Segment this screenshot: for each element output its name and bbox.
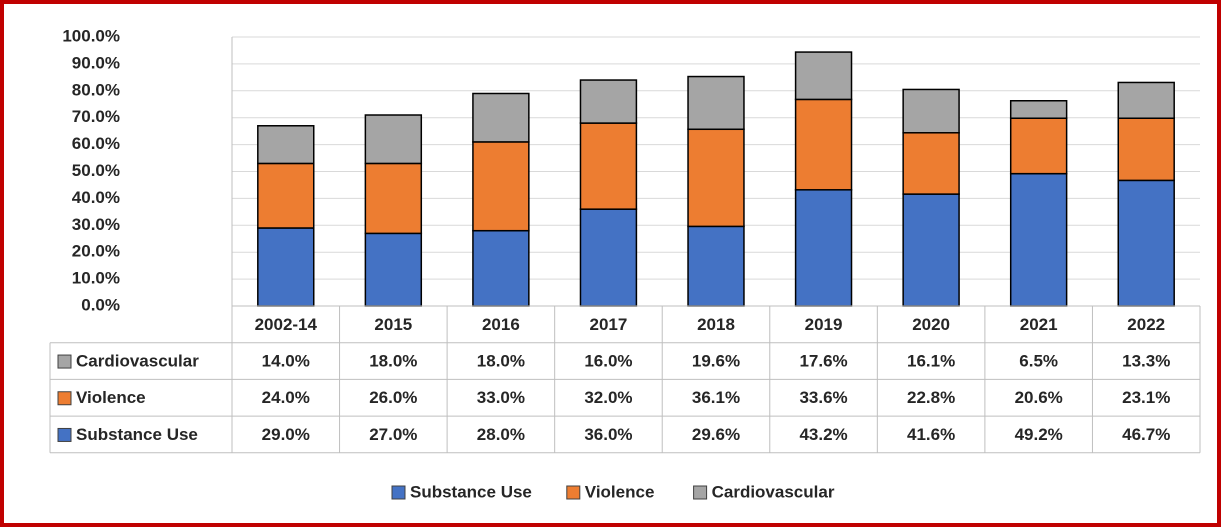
value-label: 13.3% [1122, 352, 1170, 371]
bar [472, 141, 530, 232]
y-tick-label: 70.0% [72, 107, 120, 126]
legend-label: Violence [585, 482, 655, 501]
value-label: 28.0% [477, 425, 525, 444]
y-tick-label: 80.0% [72, 80, 120, 99]
value-label: 36.0% [584, 425, 632, 444]
y-tick-label: 20.0% [72, 242, 120, 261]
bar [579, 79, 638, 124]
x-tick-label: 2019 [805, 315, 843, 334]
legend-key [391, 485, 406, 500]
bar [687, 75, 745, 131]
y-tick-label: 30.0% [72, 215, 120, 234]
value-label: 17.6% [799, 352, 847, 371]
bar [902, 88, 960, 134]
value-label: 22.8% [907, 388, 955, 407]
y-tick-label: 100.0% [62, 26, 120, 45]
bar [257, 125, 315, 165]
value-label: 32.0% [584, 388, 632, 407]
x-tick-label: 2021 [1020, 315, 1058, 334]
value-label: 43.2% [799, 425, 847, 444]
value-label: 33.6% [799, 388, 847, 407]
legend-key [57, 354, 72, 369]
value-label: 23.1% [1122, 388, 1170, 407]
bar [902, 193, 960, 307]
value-label: 29.0% [262, 425, 310, 444]
bar [1117, 81, 1175, 119]
bar [1009, 100, 1068, 119]
bar [794, 51, 853, 101]
value-label: 16.1% [907, 352, 955, 371]
legend-key [57, 391, 72, 406]
value-label: 20.6% [1015, 388, 1063, 407]
value-label: 18.0% [369, 352, 417, 371]
bar [794, 189, 853, 307]
y-tick-label: 40.0% [72, 188, 120, 207]
bar [364, 232, 423, 307]
y-tick-label: 10.0% [72, 269, 120, 288]
bar [472, 229, 530, 307]
x-tick-label: 2020 [912, 315, 950, 334]
legend-key [566, 485, 581, 500]
y-tick-label: 60.0% [72, 134, 120, 153]
value-label: 41.6% [907, 425, 955, 444]
bar [1009, 117, 1068, 175]
bar [472, 92, 530, 143]
value-label: 24.0% [262, 388, 310, 407]
y-tick-label: 50.0% [72, 161, 120, 180]
value-label: 16.0% [584, 352, 632, 371]
value-label: 27.0% [369, 425, 417, 444]
x-tick-label: 2015 [374, 315, 412, 334]
bar [364, 114, 423, 165]
bar [902, 132, 960, 195]
bar [579, 122, 638, 210]
row-label: Violence [76, 388, 146, 407]
row-label: Substance Use [76, 425, 198, 444]
x-tick-label: 2016 [482, 315, 520, 334]
value-label: 46.7% [1122, 425, 1170, 444]
y-tick-label: 0.0% [81, 295, 120, 314]
value-label: 19.6% [692, 352, 740, 371]
legend-key [693, 485, 708, 500]
value-label: 14.0% [262, 352, 310, 371]
value-label: 18.0% [477, 352, 525, 371]
bar [1117, 117, 1175, 182]
value-label: 26.0% [369, 388, 417, 407]
bar [257, 162, 315, 229]
x-tick-label: 2018 [697, 315, 735, 334]
legend-label: Cardiovascular [712, 482, 835, 501]
value-label: 36.1% [692, 388, 740, 407]
x-tick-label: 2017 [590, 315, 628, 334]
bar [687, 128, 745, 228]
bar [579, 208, 638, 307]
legend-key [57, 427, 72, 442]
bar [1117, 179, 1175, 307]
value-label: 33.0% [477, 388, 525, 407]
value-label: 6.5% [1019, 352, 1058, 371]
y-tick-label: 90.0% [72, 53, 120, 72]
bar [257, 227, 315, 307]
x-tick-label: 2022 [1127, 315, 1165, 334]
value-label: 49.2% [1015, 425, 1063, 444]
bar [364, 162, 423, 235]
row-label: Cardiovascular [76, 352, 199, 371]
bar [794, 98, 853, 191]
value-label: 29.6% [692, 425, 740, 444]
legend-label: Substance Use [410, 482, 532, 501]
bar [687, 225, 745, 307]
x-tick-label: 2002-14 [255, 315, 318, 334]
bar [1009, 172, 1068, 307]
